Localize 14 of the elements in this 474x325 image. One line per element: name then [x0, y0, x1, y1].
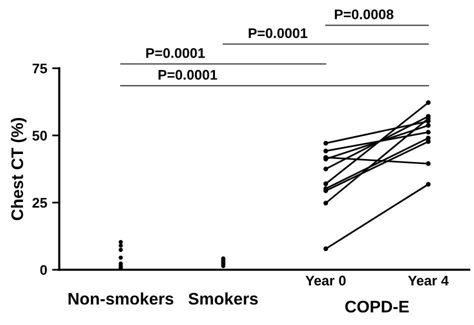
text: P=0.0008 — [334, 9, 394, 20]
annotation: P=0.0001 — [158, 70, 218, 80]
text: COPD-E — [345, 300, 409, 313]
y-tick-label: 25 — [32, 198, 48, 208]
y-tick-label: 0 — [40, 265, 47, 275]
y-axis-title: Chest CT (%) — [10, 118, 26, 220]
x-tick-label: Smokers — [188, 292, 258, 305]
text: P=0.0001 — [146, 48, 205, 58]
x-tick-label: Year 0 — [306, 276, 346, 286]
x-tick-label: Year 4 — [408, 276, 449, 286]
y-tick-label: 50 — [32, 130, 47, 141]
text: P=0.0001 — [248, 28, 308, 38]
y-tick-label: 75 — [32, 64, 48, 74]
x-tick-label: Non-smokers — [68, 292, 174, 305]
